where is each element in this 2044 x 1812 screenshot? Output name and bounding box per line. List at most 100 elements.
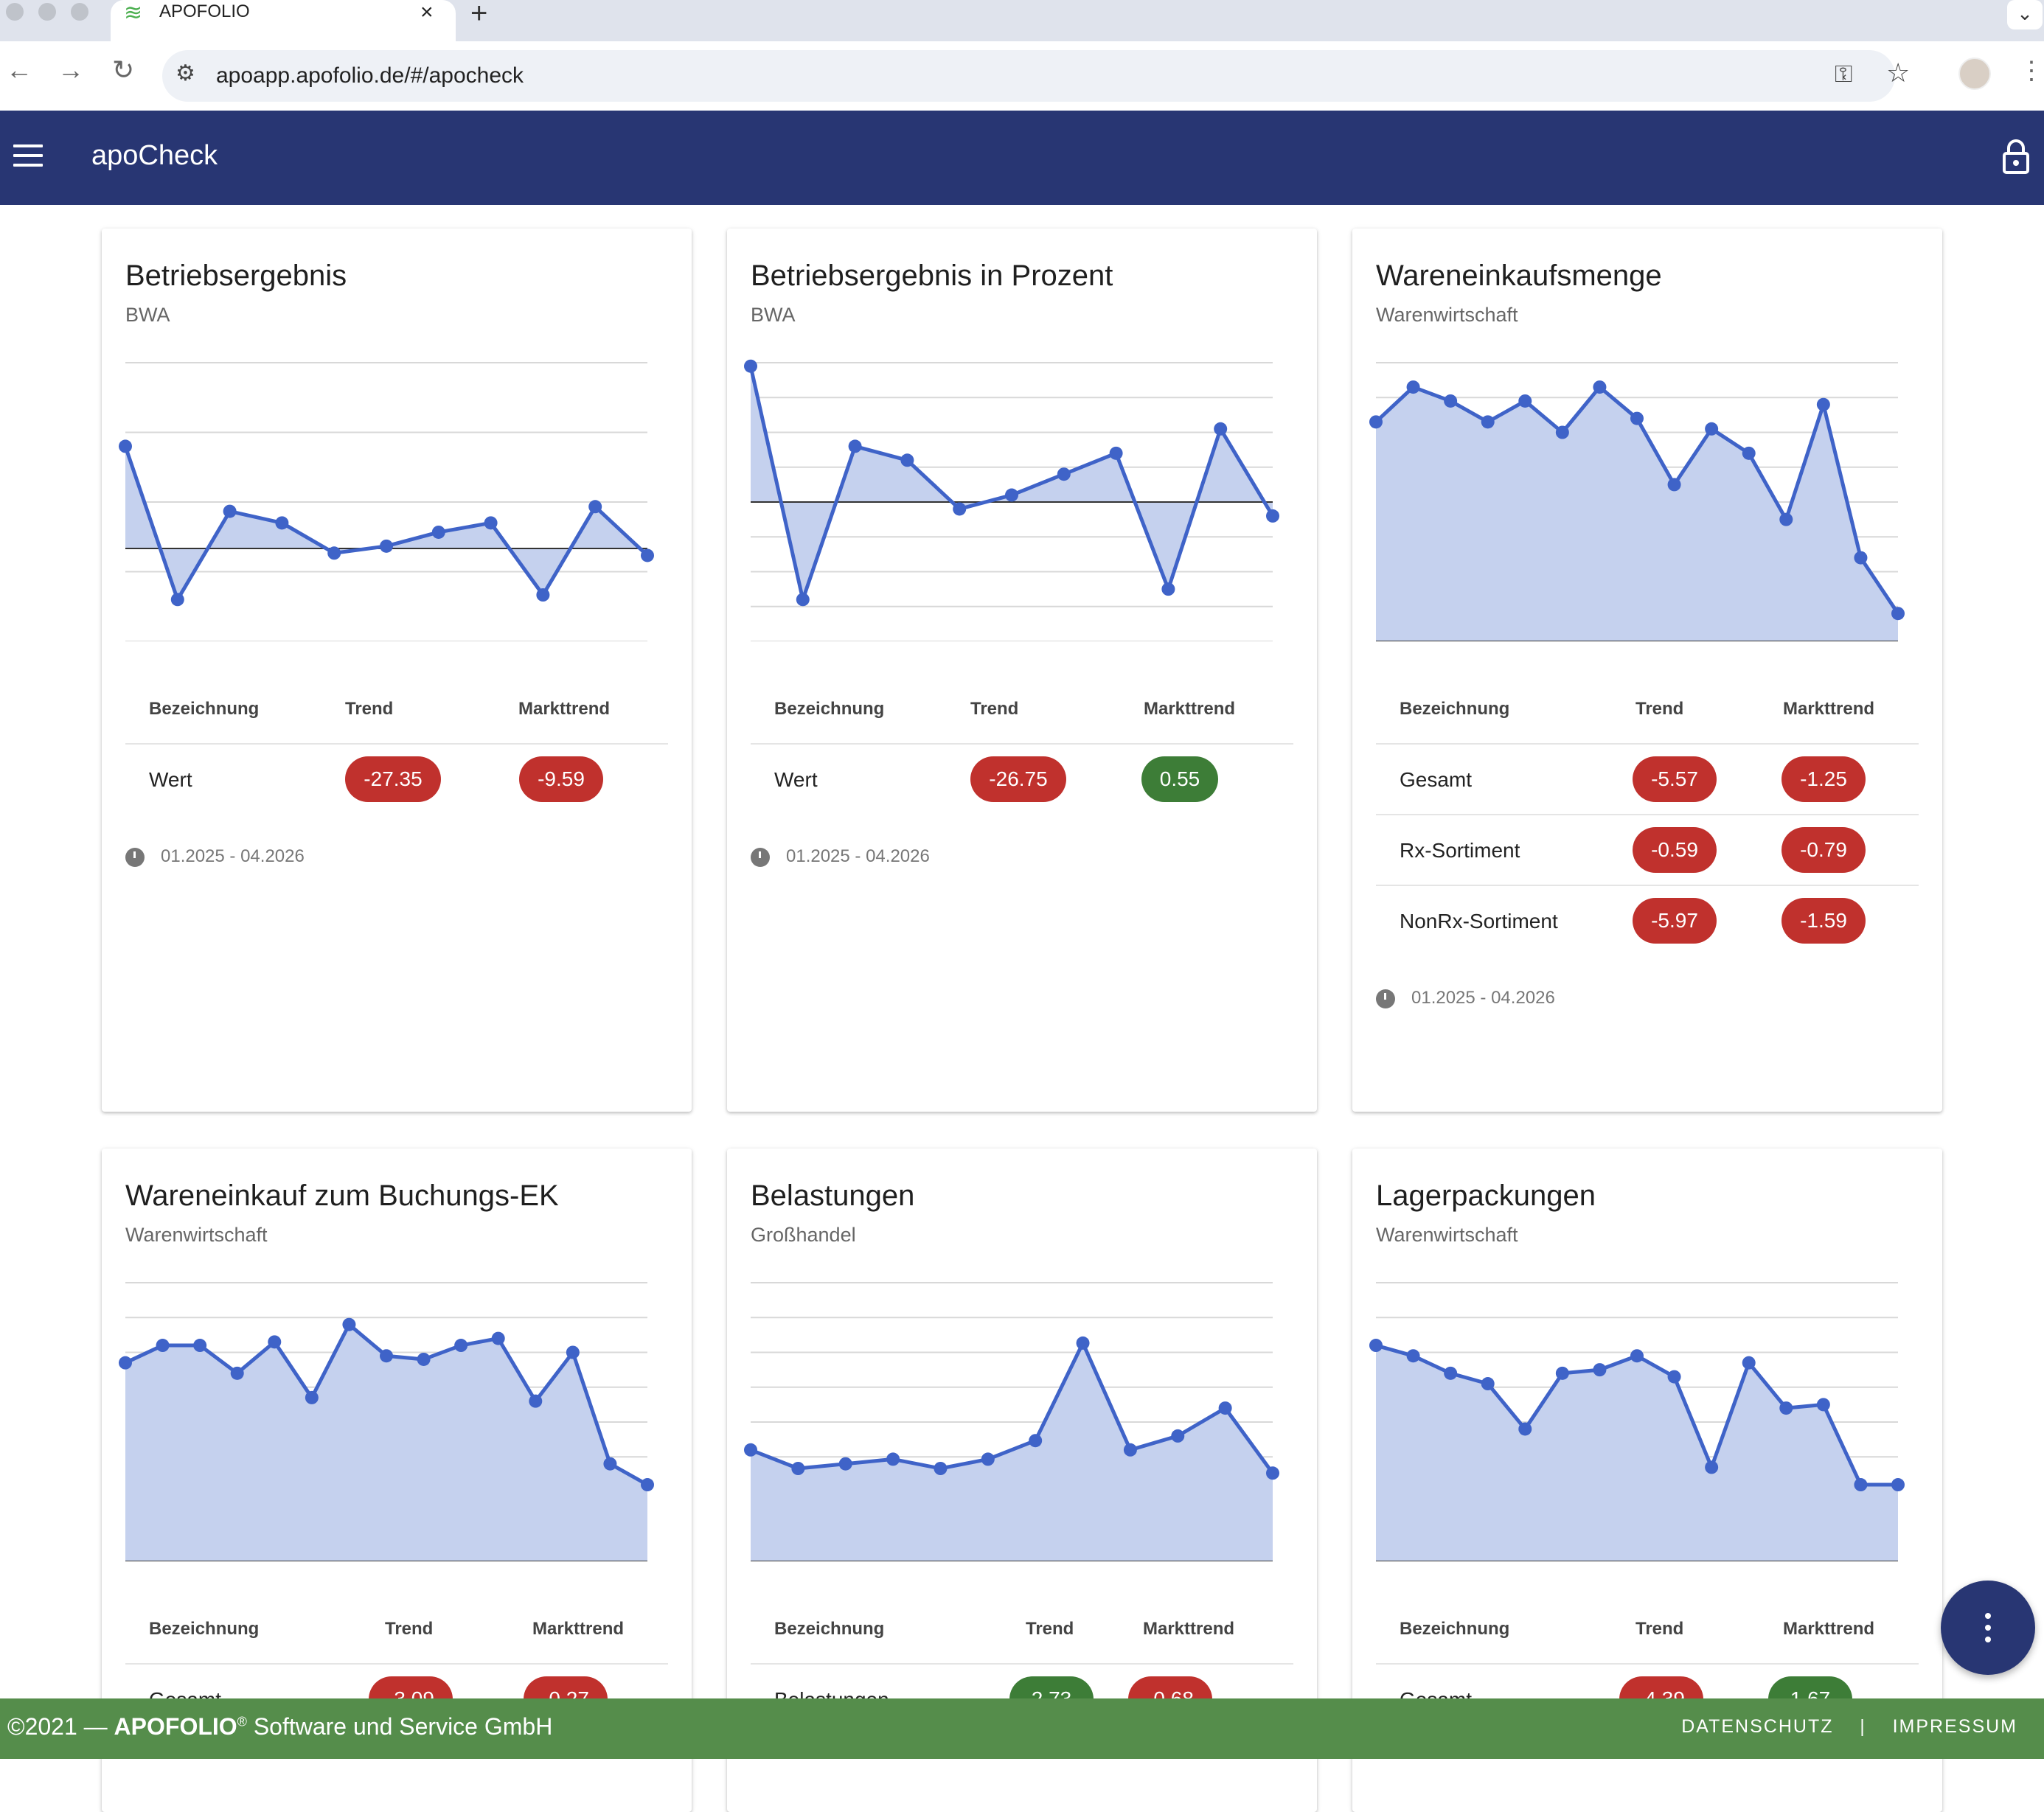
chart-data-point[interactable] (1667, 1370, 1681, 1384)
chart-data-point[interactable] (1171, 1429, 1185, 1443)
chart-data-point[interactable] (1406, 380, 1420, 394)
chart-data-point[interactable] (588, 500, 602, 514)
chart-data-point[interactable] (1779, 512, 1793, 526)
chart-data-point[interactable] (1029, 1434, 1043, 1448)
chart-data-point[interactable] (1667, 478, 1681, 492)
more-actions-fab[interactable] (1941, 1581, 2035, 1675)
window-close-dot[interactable] (6, 3, 24, 21)
chart-data-point[interactable] (431, 525, 445, 539)
chart-data-point[interactable] (327, 546, 341, 560)
chart-data-point[interactable] (744, 1443, 757, 1457)
back-arrow-icon[interactable]: ← (6, 55, 32, 85)
chart-data-point[interactable] (305, 1390, 319, 1404)
chart-data-point[interactable] (1057, 467, 1071, 481)
chart-data-point[interactable] (1630, 411, 1644, 425)
chart-data-point[interactable] (342, 1317, 356, 1331)
chart-data-point[interactable] (380, 1349, 393, 1363)
new-tab-icon[interactable]: + (470, 0, 488, 29)
chart-data-point[interactable] (1705, 422, 1719, 436)
chart-data-point[interactable] (1630, 1349, 1644, 1363)
chart-data-point[interactable] (641, 548, 654, 562)
chart-data-point[interactable] (848, 439, 862, 453)
chart-data-point[interactable] (268, 1335, 282, 1349)
chart-data-point[interactable] (1555, 1366, 1569, 1380)
browser-tab[interactable]: ≋ APOFOLIO × (111, 0, 456, 41)
chart-data-point[interactable] (566, 1345, 580, 1359)
chart-data-point[interactable] (1214, 422, 1228, 436)
chart-data-point[interactable] (1218, 1401, 1232, 1415)
chart-data-point[interactable] (1593, 1363, 1607, 1377)
chart-data-point[interactable] (1444, 1366, 1458, 1380)
chart-data-point[interactable] (119, 1356, 132, 1370)
imprint-link[interactable]: IMPRESSUM (1892, 1716, 2017, 1737)
chart-data-point[interactable] (791, 1462, 805, 1475)
privacy-link[interactable]: DATENSCHUTZ (1681, 1716, 1834, 1737)
chart-data-point[interactable] (1266, 509, 1279, 523)
chart-data-point[interactable] (1444, 394, 1458, 408)
window-minimize-dot[interactable] (38, 3, 56, 21)
chart-data-point[interactable] (1816, 397, 1830, 411)
chart-data-point[interactable] (1854, 551, 1868, 565)
chart-data-point[interactable] (1369, 1339, 1383, 1353)
chart-data-point[interactable] (119, 439, 132, 453)
chart-data-point[interactable] (491, 1331, 505, 1345)
chart-data-point[interactable] (641, 1478, 654, 1492)
site-settings-icon[interactable]: ⚙ (175, 61, 195, 86)
chart-data-point[interactable] (1369, 415, 1383, 429)
profile-avatar[interactable] (1958, 58, 1991, 90)
chart-data-point[interactable] (1705, 1460, 1719, 1474)
bookmark-star-icon[interactable]: ☆ (1886, 58, 1911, 88)
address-bar[interactable]: ⚙ apoapp.apofolio.de/#/apocheck ⚿ ☆ (162, 50, 1910, 102)
chart-data-point[interactable] (417, 1352, 431, 1366)
chart-data-point[interactable] (1816, 1398, 1830, 1412)
reload-icon[interactable]: ↻ (112, 55, 135, 85)
chart-data-point[interactable] (1481, 415, 1495, 429)
browser-menu-icon[interactable]: ⋮ (2019, 57, 2044, 85)
chart-data-point[interactable] (1518, 1422, 1532, 1436)
chart-data-point[interactable] (1266, 1466, 1279, 1480)
chart-data-point[interactable] (1481, 1377, 1495, 1391)
chart-data-point[interactable] (953, 502, 967, 516)
password-key-icon[interactable]: ⚿ (1835, 60, 1853, 87)
chart-data-point[interactable] (1779, 1401, 1793, 1415)
chart-data-point[interactable] (156, 1339, 170, 1353)
chart-data-point[interactable] (380, 539, 393, 553)
chart-data-point[interactable] (796, 593, 810, 607)
chart-data-point[interactable] (886, 1452, 900, 1466)
chart-data-point[interactable] (1742, 1356, 1756, 1370)
chart-data-point[interactable] (193, 1339, 207, 1353)
chart-data-point[interactable] (1555, 425, 1569, 439)
chart-data-point[interactable] (484, 516, 498, 530)
chart-data-point[interactable] (1891, 607, 1905, 621)
chart-data-point[interactable] (230, 1366, 244, 1380)
chart-data-point[interactable] (275, 516, 289, 530)
tab-close-icon[interactable]: × (420, 0, 434, 24)
chart-data-point[interactable] (1161, 582, 1175, 596)
hamburger-menu-icon[interactable] (13, 144, 43, 173)
chart-data-point[interactable] (1854, 1478, 1868, 1492)
url-text[interactable]: apoapp.apofolio.de/#/apocheck (216, 63, 524, 88)
chart-data-point[interactable] (1076, 1336, 1090, 1350)
chart-data-point[interactable] (744, 359, 757, 373)
chart-data-point[interactable] (1406, 1349, 1420, 1363)
chart-data-point[interactable] (934, 1462, 948, 1475)
tab-search-chevron-icon[interactable]: ⌄ (2007, 0, 2043, 29)
forward-arrow-icon[interactable]: → (58, 55, 84, 85)
chart-data-point[interactable] (1518, 394, 1532, 408)
chart-data-point[interactable] (900, 453, 914, 467)
chart-data-point[interactable] (981, 1452, 995, 1466)
chart-data-point[interactable] (536, 588, 550, 602)
chart-data-point[interactable] (603, 1457, 617, 1471)
chart-data-point[interactable] (529, 1394, 543, 1408)
lock-icon[interactable] (2001, 139, 2031, 174)
chart-data-point[interactable] (454, 1339, 468, 1353)
chart-data-point[interactable] (838, 1457, 852, 1471)
chart-data-point[interactable] (1123, 1443, 1137, 1457)
chart-data-point[interactable] (1005, 488, 1018, 502)
chart-data-point[interactable] (170, 593, 184, 607)
chart-data-point[interactable] (1593, 380, 1607, 394)
window-zoom-dot[interactable] (71, 3, 88, 21)
chart-data-point[interactable] (1742, 446, 1756, 460)
chart-data-point[interactable] (1891, 1478, 1905, 1492)
chart-data-point[interactable] (1109, 446, 1123, 460)
